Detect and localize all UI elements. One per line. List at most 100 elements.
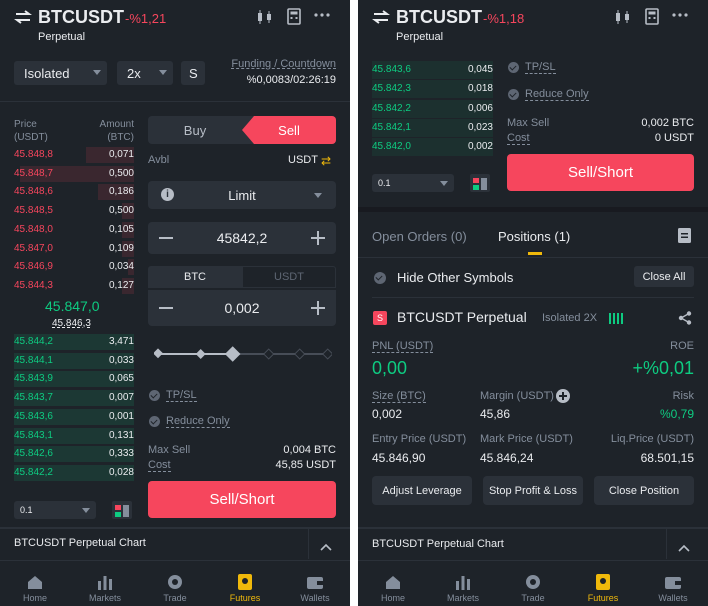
chart-bar-label[interactable]: BTCUSDT Perpetual Chart — [14, 537, 146, 549]
nav-trade[interactable]: Trade — [503, 574, 563, 603]
hide-other-symbols-checkbox[interactable]: Hide Other Symbols — [374, 270, 513, 285]
share-icon[interactable] — [678, 311, 692, 330]
depth-bar — [14, 371, 134, 388]
layout-toggle-icon[interactable] — [112, 501, 132, 519]
tpsl-checkbox[interactable]: TP/SL — [508, 61, 556, 74]
order-price: 45.846,9 — [14, 261, 53, 273]
max-sell-value: 0,004 BTC — [283, 444, 336, 456]
symbol-title[interactable]: BTCUSDT — [38, 7, 124, 27]
chevron-up-icon[interactable] — [678, 539, 690, 557]
close-all-button[interactable]: Close All — [634, 266, 694, 287]
nav-markets[interactable]: Markets — [433, 574, 493, 603]
plus-icon[interactable] — [311, 231, 325, 245]
ask-row[interactable]: 45.848,6 0,186 — [14, 183, 134, 201]
layout-toggle-icon[interactable] — [470, 174, 490, 192]
tab-positions[interactable]: Positions (1) — [498, 229, 571, 244]
symbol-title[interactable]: BTCUSDT — [396, 7, 482, 27]
minus-icon[interactable] — [159, 307, 173, 309]
leverage-select[interactable]: 2x — [117, 61, 173, 85]
ask-row[interactable]: 45.848,0 0,105 — [14, 221, 134, 239]
nav-wallets[interactable]: Wallets — [643, 574, 703, 603]
candlestick-icon[interactable] — [614, 9, 632, 29]
amount-slider[interactable] — [153, 344, 334, 364]
mode-s-button[interactable]: S — [181, 61, 205, 85]
ask-row[interactable]: 45.844,3 0,127 — [14, 277, 134, 295]
bid-row[interactable]: 45.842,3 0,018 — [372, 80, 493, 99]
bid-row[interactable]: 45.842,1 0,023 — [372, 118, 493, 137]
position-symbol[interactable]: BTCUSDT Perpetual — [397, 309, 527, 325]
bid-row[interactable]: 45.843,6 0,045 — [372, 61, 493, 79]
nav-futures[interactable]: Futures — [215, 574, 275, 603]
mode-s-label: S — [189, 65, 198, 81]
order-amount: 0,018 — [467, 83, 493, 95]
bid-row[interactable]: 45.842,6 0,333 — [14, 445, 134, 463]
ask-row[interactable]: 45.846,9 0,034 — [14, 258, 134, 276]
sell-short-button[interactable]: Sell/Short — [148, 481, 336, 518]
calculator-icon[interactable] — [287, 8, 301, 29]
close-position-button[interactable]: Close Position — [594, 476, 694, 505]
nav-home[interactable]: Home — [5, 574, 65, 603]
switch-icon[interactable] — [14, 9, 32, 30]
sell-tab[interactable]: Sell — [242, 116, 336, 144]
sell-short-button[interactable]: Sell/Short — [507, 154, 694, 191]
amount-input[interactable]: 0,002 — [148, 290, 336, 326]
ask-row[interactable]: 45.848,7 0,500 — [14, 165, 134, 183]
candlestick-icon[interactable] — [256, 9, 274, 29]
more-icon[interactable] — [672, 7, 688, 27]
plus-icon[interactable] — [311, 301, 325, 315]
bid-row[interactable]: 45.844,2 3,471 — [14, 333, 134, 351]
bid-row[interactable]: 45.842,2 0,006 — [372, 99, 493, 118]
nav-home[interactable]: Home — [363, 574, 423, 603]
chevron-down-icon — [93, 70, 101, 75]
bid-row[interactable]: 45.844,1 0,033 — [14, 352, 134, 370]
amount-value: 0,002 — [224, 300, 260, 316]
tab-open-orders[interactable]: Open Orders (0) — [372, 229, 467, 244]
add-margin-icon[interactable] — [556, 389, 570, 403]
bid-row[interactable]: 45.843,6 0,001 — [14, 408, 134, 426]
chart-bar-label[interactable]: BTCUSDT Perpetual Chart — [372, 538, 504, 550]
precision-select[interactable]: 0.1 — [14, 501, 96, 519]
unit-btc-tab[interactable]: BTC — [148, 266, 242, 288]
bid-row[interactable]: 45.842,2 0,028 — [14, 464, 134, 482]
adjust-leverage-button[interactable]: Adjust Leverage — [372, 476, 472, 505]
nav-trade[interactable]: Trade — [145, 574, 205, 603]
nav-wallets[interactable]: Wallets — [285, 574, 345, 603]
reduce-only-checkbox[interactable]: Reduce Only — [149, 415, 230, 428]
nav-markets[interactable]: Markets — [75, 574, 135, 603]
funding-label[interactable]: Funding / Countdown — [231, 58, 336, 70]
more-icon[interactable] — [314, 7, 330, 27]
stop-profit-loss-button[interactable]: Stop Profit & Loss — [483, 476, 583, 505]
chevron-up-icon[interactable] — [320, 538, 332, 556]
depth-bar — [14, 408, 134, 425]
bid-row[interactable]: 45.843,1 0,131 — [14, 427, 134, 445]
price-input[interactable]: 45842,2 — [148, 222, 336, 254]
bid-row[interactable]: 45.843,9 0,065 — [14, 370, 134, 388]
liq-price-value: 68.501,15 — [640, 451, 694, 465]
switch-icon[interactable] — [372, 9, 390, 30]
bid-row[interactable]: 45.842,0 0,002 — [372, 138, 493, 157]
ask-row[interactable]: 45.848,8 0,071 — [14, 146, 134, 164]
calculator-icon[interactable] — [645, 8, 659, 29]
buy-tab[interactable]: Buy — [183, 122, 207, 138]
precision-select[interactable]: 0.1 — [372, 174, 454, 192]
transfer-icon[interactable]: ⇄ — [321, 154, 332, 168]
reduce-only-checkbox[interactable]: Reduce Only — [508, 88, 589, 101]
margin-mode-select[interactable]: Isolated — [14, 61, 107, 85]
info-icon[interactable]: i — [161, 188, 174, 201]
bid-row[interactable]: 45.843,7 0,007 — [14, 389, 134, 407]
order-type-select[interactable]: i Limit — [148, 181, 336, 209]
unit-usdt-tab[interactable]: USDT — [242, 266, 336, 288]
nav-futures[interactable]: Futures — [573, 574, 633, 603]
depth-bar — [14, 334, 134, 350]
entry-price-value: 45.846,90 — [372, 451, 426, 465]
tpsl-checkbox[interactable]: TP/SL — [149, 389, 197, 402]
minus-icon[interactable] — [159, 237, 173, 239]
futures-icon — [238, 574, 252, 590]
ask-row[interactable]: 45.847,0 0,109 — [14, 240, 134, 258]
mark-price[interactable]: 45.846,3 — [52, 318, 91, 329]
ask-row[interactable]: 45.848,5 0,500 — [14, 202, 134, 220]
divider — [308, 529, 309, 559]
mid-price[interactable]: 45.847,0 — [45, 298, 100, 314]
history-icon[interactable] — [678, 228, 691, 248]
divider — [358, 257, 708, 258]
